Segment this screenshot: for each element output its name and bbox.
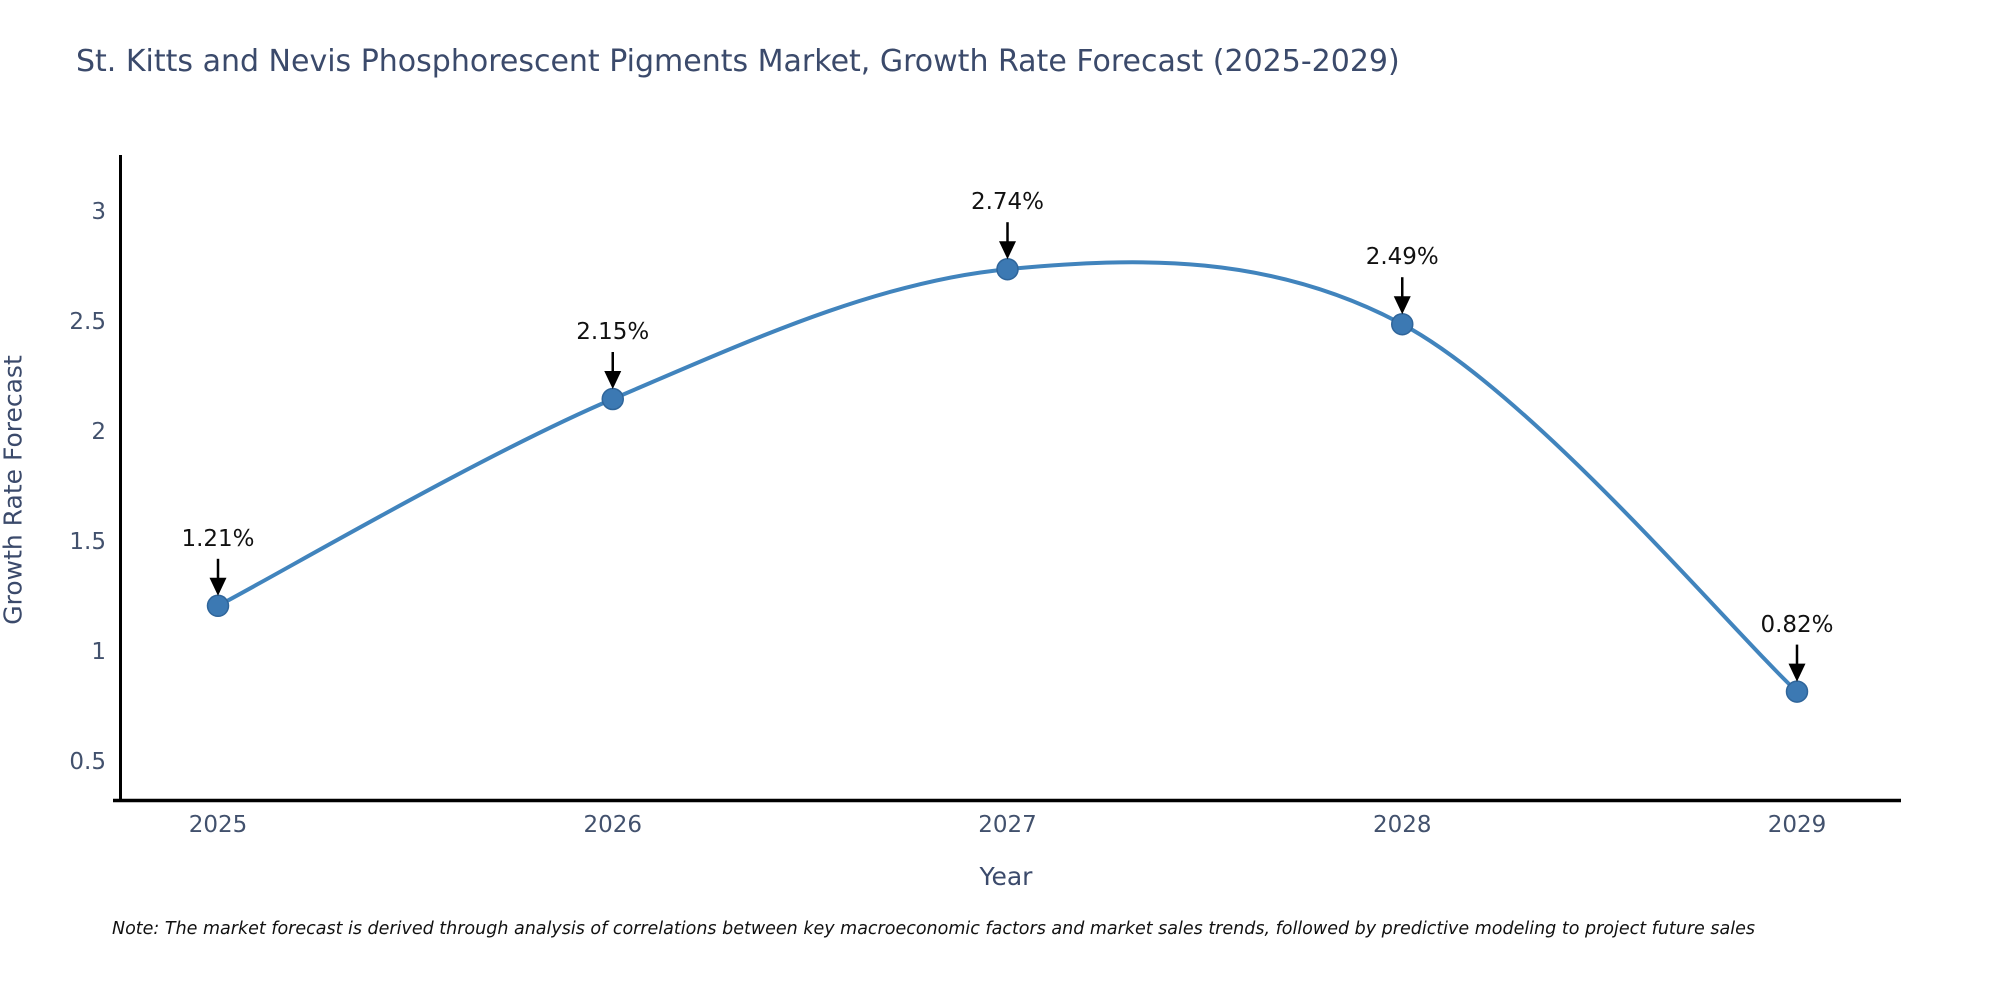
y-tick-label: 0.5 [69,749,106,775]
data-point-marker [206,594,230,618]
y-tick-label: 3 [91,199,106,225]
annotation-arrow-head [209,577,227,596]
chart-title: St. Kitts and Nevis Phosphorescent Pigme… [76,44,1400,79]
data-point-marker [996,257,1019,281]
y-tick-label: 1 [91,639,106,665]
data-point-marker [601,387,624,411]
annotation-arrow-head [1788,663,1806,682]
trend-line [216,260,1799,694]
y-tick-label: 1.5 [69,529,106,555]
y-axis-title: Growth Rate Forecast [0,355,28,625]
annotation-arrow-head [1393,296,1411,315]
data-point-marker [1785,680,1809,703]
annotation-arrow-head [999,241,1016,260]
x-tick-label: 2026 [583,812,643,838]
y-tick-label: 2.5 [69,309,106,335]
data-point-marker [1391,312,1414,336]
x-tick-label: 2027 [978,812,1037,838]
data-point-value-label: 2.49% [1365,244,1439,271]
x-tick-label: 2029 [1767,812,1827,838]
data-point-value-label: 0.82% [1760,611,1834,638]
data-point-value-label: 2.74% [970,189,1045,216]
data-point-value-label: 2.15% [576,319,650,345]
y-tick-label: 2 [91,419,106,445]
x-tick-label: 2028 [1372,812,1432,838]
annotation-arrow-head [604,371,622,389]
footnote-text: Note: The market forecast is derived thr… [112,919,1755,939]
data-point-value-label: 1.21% [181,525,255,552]
x-tick-label: 2025 [188,812,248,838]
x-axis-title: Year [979,862,1033,891]
